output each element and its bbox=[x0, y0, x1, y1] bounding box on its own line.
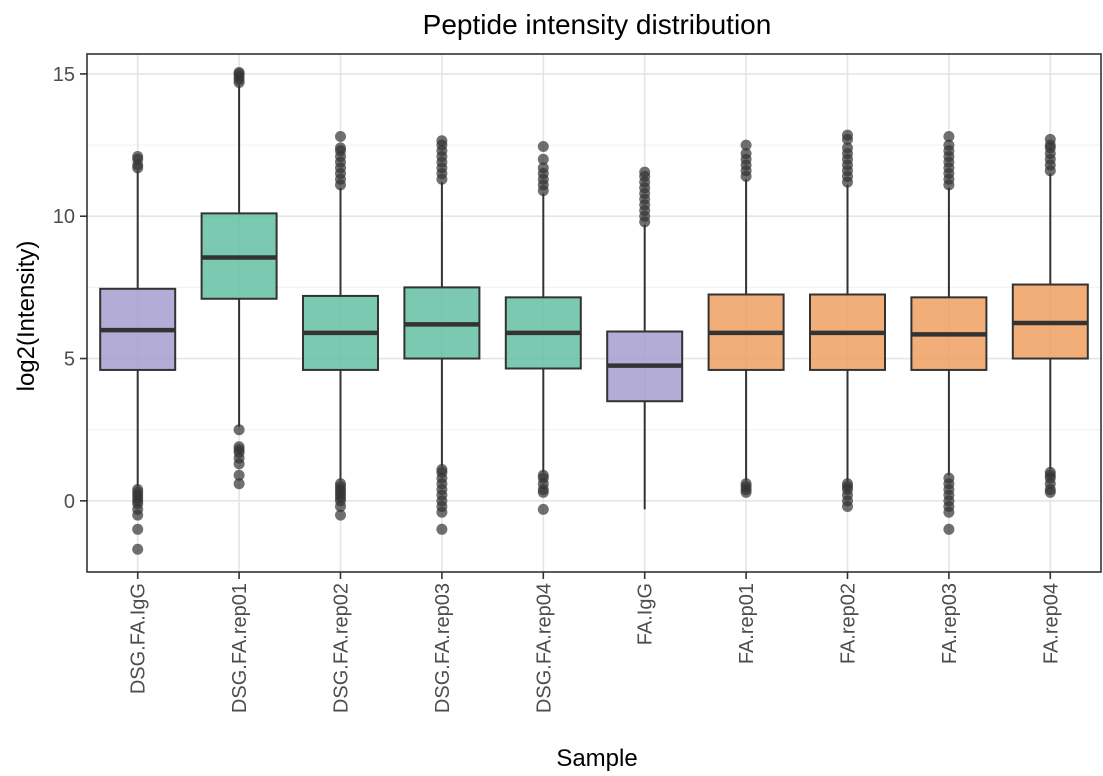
outlier-point bbox=[842, 129, 853, 141]
x-tick-label: FA.IgG bbox=[635, 583, 657, 645]
x-tick-label: FA.rep04 bbox=[1040, 583, 1062, 664]
outlier-point bbox=[1044, 486, 1056, 498]
box-DSG.FA.rep03 bbox=[403, 135, 481, 535]
outlier-point bbox=[132, 509, 144, 521]
outlier-point bbox=[1044, 133, 1056, 145]
outlier-point bbox=[233, 478, 245, 490]
chart-title: Peptide intensity distribution bbox=[423, 9, 772, 40]
outlier-point bbox=[537, 486, 549, 498]
x-tick-label: DSG.FA.IgG bbox=[128, 583, 150, 694]
x-tick-label: DSG.FA.rep02 bbox=[331, 583, 353, 713]
y-tick-label: 5 bbox=[64, 349, 75, 371]
box-FA.rep02 bbox=[809, 129, 886, 513]
outlier-point bbox=[943, 139, 955, 151]
box-FA.rep03 bbox=[910, 131, 988, 535]
plot-area bbox=[87, 54, 1101, 573]
outlier-point bbox=[233, 424, 245, 436]
x-axis-title: Sample bbox=[556, 745, 637, 772]
outlier-point bbox=[233, 458, 245, 470]
outlier-point bbox=[639, 166, 651, 178]
outlier-point bbox=[842, 142, 853, 154]
outlier-point bbox=[537, 153, 549, 165]
outlier-point bbox=[537, 162, 549, 174]
outlier-point bbox=[436, 135, 448, 147]
y-tick-label: 0 bbox=[64, 491, 75, 513]
outlier-point bbox=[335, 501, 346, 513]
x-tick-label: FA.rep03 bbox=[939, 583, 961, 664]
y-tick-label: 15 bbox=[53, 64, 75, 86]
outlier-point bbox=[740, 486, 752, 498]
outlier-point bbox=[233, 469, 245, 481]
x-tick-label: FA.rep01 bbox=[736, 583, 758, 664]
x-tick-label: DSG.FA.rep01 bbox=[229, 583, 251, 713]
outlier-point bbox=[335, 131, 346, 143]
outlier-point bbox=[233, 67, 245, 78]
box-DSG.FA.rep01 bbox=[200, 67, 278, 490]
x-tick-label: DSG.FA.rep04 bbox=[533, 583, 555, 713]
box-FA.rep04 bbox=[1011, 133, 1089, 498]
outlier-point bbox=[740, 148, 752, 160]
outlier-point bbox=[537, 141, 549, 152]
box-FA.IgG bbox=[606, 166, 684, 510]
outlier-point bbox=[842, 501, 853, 513]
outlier-point bbox=[436, 523, 448, 535]
x-tick-label: FA.rep02 bbox=[838, 583, 860, 664]
y-axis-title: log2(Intensity) bbox=[13, 241, 40, 392]
box-DSG.FA.IgG bbox=[99, 150, 177, 555]
panel-border bbox=[86, 53, 1102, 573]
outlier-point bbox=[943, 523, 955, 535]
box-DSG.FA.rep02 bbox=[302, 131, 379, 521]
box-FA.rep01 bbox=[707, 139, 785, 498]
outlier-point bbox=[335, 142, 346, 154]
axes: 0 5 10 15 DSG.FA.IgG DSG.FA.rep01 DSG.FA.rep02… bbox=[53, 53, 1102, 713]
outlier-point bbox=[335, 509, 346, 521]
outlier-point bbox=[943, 506, 955, 518]
outlier-point bbox=[943, 131, 955, 143]
outlier-point bbox=[740, 139, 752, 151]
outlier-point bbox=[132, 150, 144, 162]
outlier-point bbox=[132, 523, 144, 535]
outlier-point bbox=[132, 543, 144, 555]
outlier-point bbox=[436, 506, 448, 518]
y-tick-label: 10 bbox=[53, 206, 75, 228]
x-tick-label: DSG.FA.rep03 bbox=[432, 583, 454, 713]
outlier-point bbox=[537, 503, 549, 515]
box-DSG.FA.rep04 bbox=[504, 141, 582, 515]
